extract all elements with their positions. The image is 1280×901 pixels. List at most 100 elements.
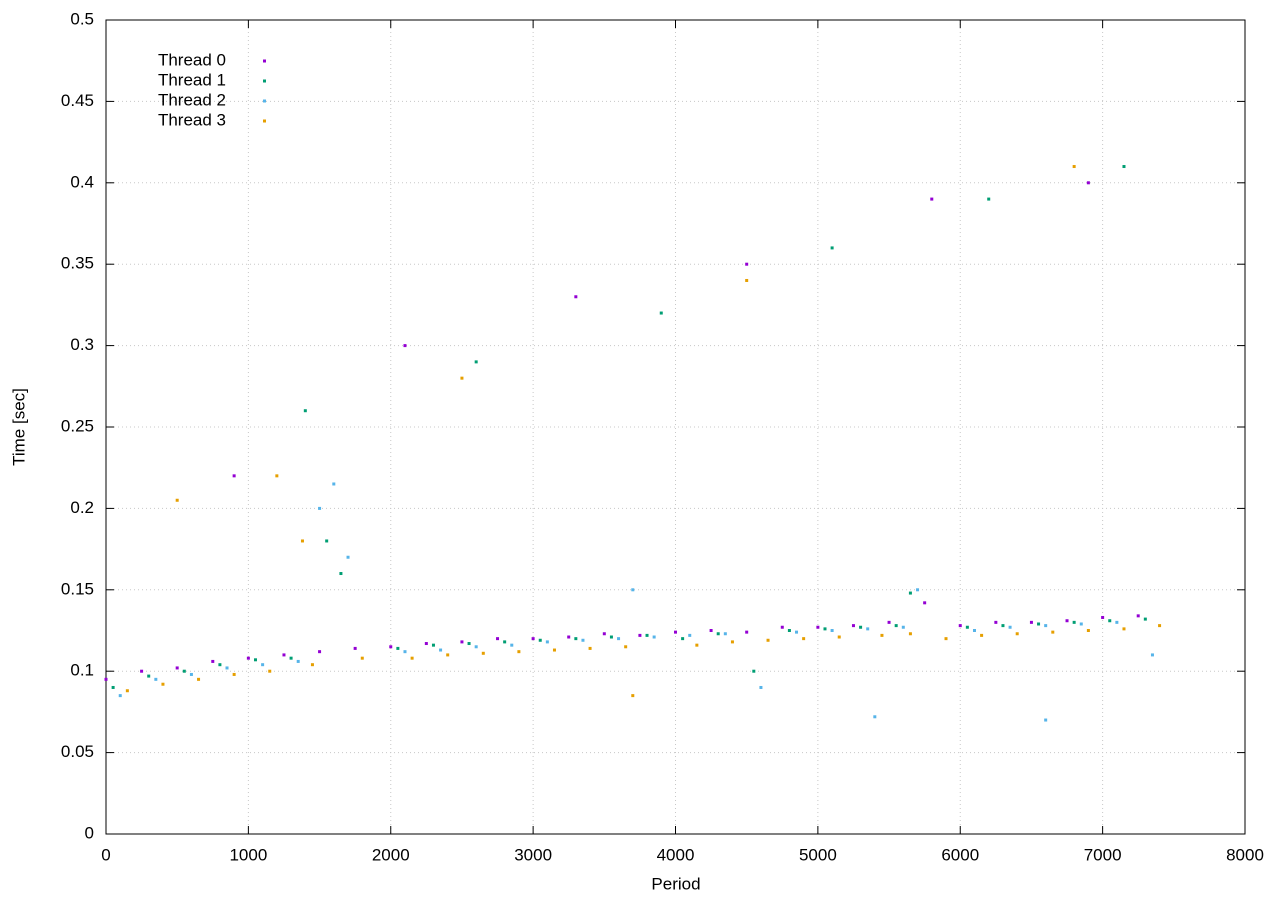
y-tick-label: 0.35 (61, 254, 94, 273)
point (1086, 181, 1090, 185)
legend-marker (263, 79, 266, 83)
x-tick-label: 5000 (799, 845, 837, 864)
point (403, 650, 407, 654)
point (944, 637, 948, 641)
point (674, 630, 677, 634)
point (1086, 629, 1090, 632)
plot-border (105, 19, 1246, 835)
point (745, 262, 749, 266)
point (538, 638, 542, 642)
point (745, 630, 749, 634)
point (353, 646, 357, 650)
point (1158, 624, 1162, 628)
point (851, 624, 855, 628)
point (1008, 625, 1012, 629)
point (261, 663, 265, 667)
point (161, 682, 165, 686)
point (211, 659, 215, 663)
point (659, 311, 663, 315)
x-tick-label: 7000 (1084, 845, 1122, 864)
point (275, 474, 279, 478)
point (716, 632, 720, 636)
point (474, 360, 478, 364)
point (901, 625, 905, 629)
point (218, 663, 222, 667)
point (652, 635, 656, 639)
point (588, 646, 592, 650)
point (289, 656, 293, 660)
point (481, 651, 485, 655)
point (1072, 620, 1076, 624)
point (581, 638, 585, 642)
point (396, 646, 400, 650)
point (503, 640, 507, 644)
point (823, 627, 827, 631)
y-tick-label: 0.25 (61, 416, 94, 435)
point (446, 653, 450, 657)
point (908, 632, 912, 636)
point (894, 624, 898, 628)
point (360, 656, 364, 660)
point (246, 656, 250, 660)
point (859, 625, 863, 629)
point (303, 409, 307, 413)
point (609, 635, 613, 639)
point (389, 645, 393, 649)
point (467, 642, 471, 646)
y-tick-label: 0.45 (61, 91, 94, 110)
x-tick-label: 8000 (1226, 845, 1264, 864)
y-axis-label: Time [sec] (9, 388, 28, 466)
legend-label: Thread 0 (158, 50, 226, 69)
point (1101, 615, 1105, 619)
y-tick-label: 0.4 (70, 172, 94, 191)
x-tick-label: 2000 (372, 845, 410, 864)
point (681, 637, 685, 641)
point (1051, 630, 1055, 634)
point (730, 640, 734, 644)
point (987, 197, 991, 201)
point (873, 715, 877, 719)
point (795, 630, 799, 634)
point (1072, 165, 1076, 169)
point (125, 689, 129, 693)
point (688, 633, 692, 637)
y-tick-label: 0.3 (70, 335, 94, 354)
legend-marker (263, 119, 266, 123)
point (923, 601, 927, 605)
point (837, 635, 841, 639)
point (624, 645, 628, 649)
point (182, 669, 186, 673)
point (403, 344, 407, 348)
point (460, 376, 464, 380)
point (930, 197, 934, 201)
point (766, 638, 770, 642)
point (1044, 624, 1048, 628)
point (332, 482, 336, 486)
point (972, 629, 976, 632)
point (232, 474, 236, 478)
x-tick-label: 6000 (941, 845, 979, 864)
point (1115, 620, 1119, 624)
y-tick-label: 0 (85, 823, 94, 842)
point (908, 591, 912, 595)
point (118, 694, 122, 698)
point (574, 637, 578, 641)
point (318, 506, 322, 510)
point (410, 656, 414, 660)
y-tick-label: 0.15 (61, 579, 94, 598)
point (154, 677, 158, 681)
x-tick-label: 0 (101, 845, 110, 864)
point (147, 674, 151, 678)
point (645, 633, 649, 637)
point (617, 637, 621, 641)
point (752, 669, 756, 673)
point (1065, 619, 1069, 623)
point (431, 643, 435, 647)
point (965, 625, 969, 629)
point (994, 620, 998, 624)
x-tick-label: 4000 (657, 845, 695, 864)
x-tick-label: 1000 (229, 845, 267, 864)
point (567, 635, 571, 639)
point (1143, 617, 1147, 621)
